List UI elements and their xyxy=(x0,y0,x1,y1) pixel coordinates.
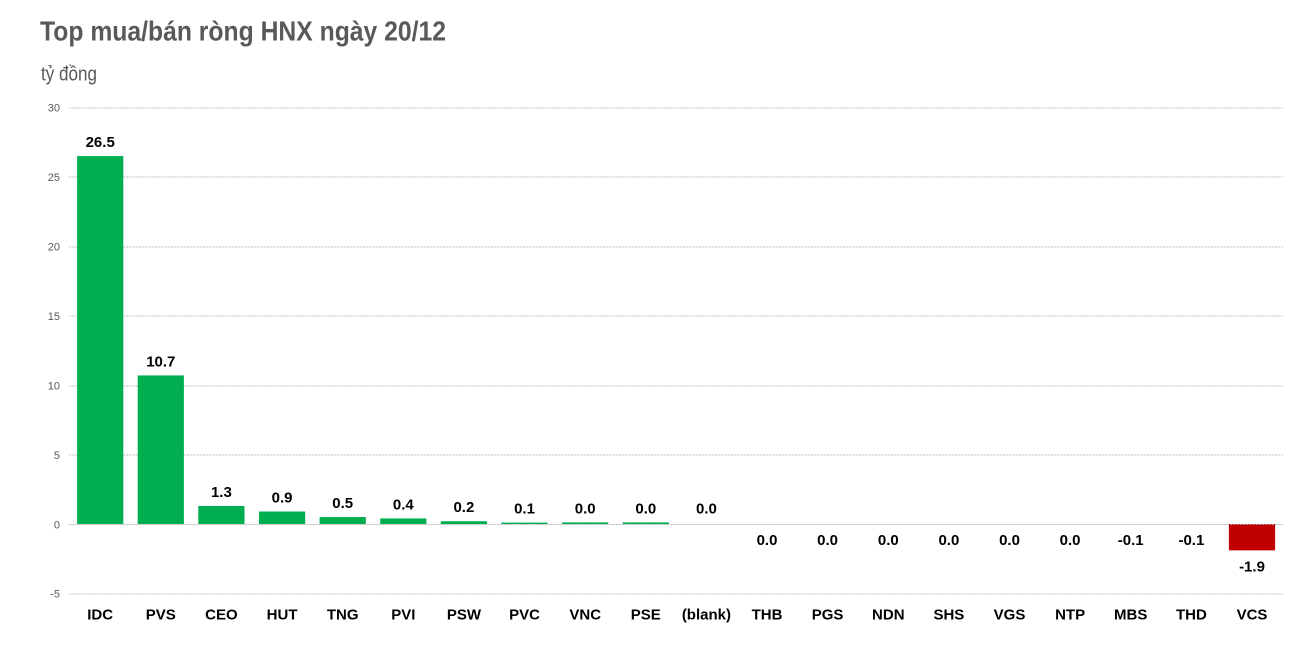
svg-text:-5: -5 xyxy=(50,589,60,601)
svg-text:20: 20 xyxy=(48,242,60,254)
svg-text:0.0: 0.0 xyxy=(878,532,899,549)
svg-text:30: 30 xyxy=(48,103,60,115)
svg-text:THD: THD xyxy=(1176,607,1207,624)
svg-text:VNC: VNC xyxy=(569,607,601,624)
svg-text:-0.1: -0.1 xyxy=(1118,532,1144,549)
svg-text:SHS: SHS xyxy=(933,607,964,624)
svg-text:5: 5 xyxy=(54,450,60,462)
svg-text:Top mua/bán ròng HNX ngày 20/1: Top mua/bán ròng HNX ngày 20/12 xyxy=(40,15,446,46)
svg-text:0.2: 0.2 xyxy=(453,499,474,516)
svg-text:25: 25 xyxy=(48,172,60,184)
svg-text:HUT: HUT xyxy=(267,607,298,624)
svg-text:PSW: PSW xyxy=(447,607,482,624)
svg-text:0.0: 0.0 xyxy=(817,532,838,549)
svg-text:-1.9: -1.9 xyxy=(1239,558,1265,575)
svg-text:0.9: 0.9 xyxy=(272,490,293,507)
svg-text:PSE: PSE xyxy=(631,607,661,624)
svg-text:IDC: IDC xyxy=(87,607,113,624)
svg-text:MBS: MBS xyxy=(1114,607,1147,624)
svg-text:0.0: 0.0 xyxy=(999,532,1020,549)
svg-text:NTP: NTP xyxy=(1055,607,1085,624)
svg-text:CEO: CEO xyxy=(205,607,238,624)
svg-text:0.0: 0.0 xyxy=(1060,532,1081,549)
svg-text:PGS: PGS xyxy=(812,607,844,624)
svg-text:0.0: 0.0 xyxy=(696,500,717,517)
svg-text:0.0: 0.0 xyxy=(635,500,656,517)
svg-text:1.3: 1.3 xyxy=(211,484,232,501)
svg-text:PVS: PVS xyxy=(146,607,176,624)
svg-text:10.7: 10.7 xyxy=(146,353,175,370)
svg-text:THB: THB xyxy=(752,607,783,624)
svg-text:PVI: PVI xyxy=(391,607,415,624)
svg-text:0.0: 0.0 xyxy=(575,500,596,517)
svg-text:-0.1: -0.1 xyxy=(1178,532,1204,549)
svg-text:tỷ đồng: tỷ đồng xyxy=(41,64,97,86)
svg-text:10: 10 xyxy=(48,380,60,392)
svg-text:0.5: 0.5 xyxy=(332,495,353,512)
svg-text:0.0: 0.0 xyxy=(757,532,778,549)
svg-text:0: 0 xyxy=(54,519,60,531)
svg-text:NDN: NDN xyxy=(872,607,905,624)
svg-text:26.5: 26.5 xyxy=(86,134,115,151)
svg-text:0.0: 0.0 xyxy=(938,532,959,549)
svg-text:TNG: TNG xyxy=(327,607,359,624)
svg-text:(blank): (blank) xyxy=(682,607,731,624)
svg-text:PVC: PVC xyxy=(509,607,540,624)
svg-text:0.4: 0.4 xyxy=(393,496,415,513)
svg-text:0.1: 0.1 xyxy=(514,501,535,518)
svg-text:15: 15 xyxy=(48,311,60,323)
svg-text:VGS: VGS xyxy=(994,607,1026,624)
svg-text:VCS: VCS xyxy=(1237,607,1268,624)
